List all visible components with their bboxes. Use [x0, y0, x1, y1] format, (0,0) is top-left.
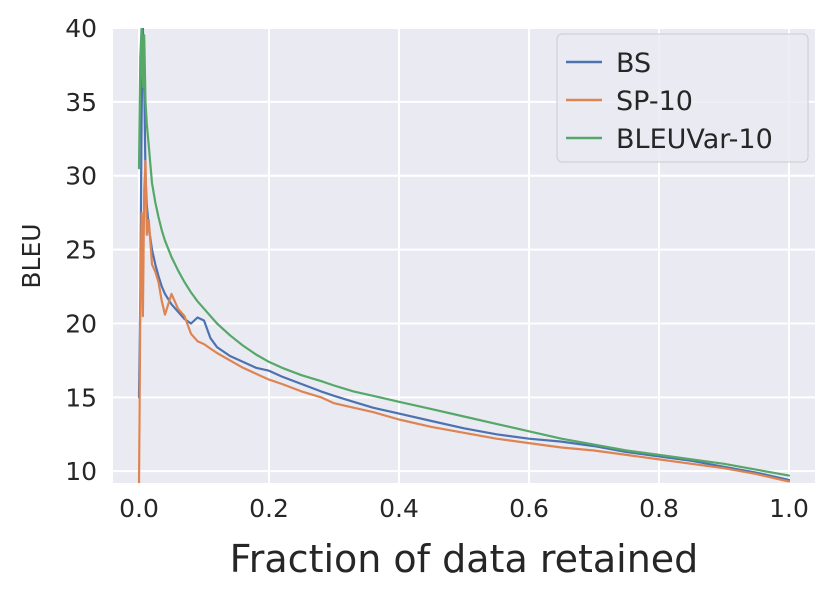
x-tick-label: 0.8: [639, 494, 679, 523]
legend-label-sp-10: SP-10: [616, 86, 693, 117]
legend: BS SP-10 BLEUVar-10: [556, 33, 809, 163]
y-tick-label: 30: [65, 162, 97, 191]
legend-label-bleuvar-10: BLEUVar-10: [616, 124, 773, 155]
x-tick-label: 0.2: [249, 494, 289, 523]
series-line-bleuvar-10: [137, 28, 791, 477]
y-tick-label: 20: [65, 309, 97, 338]
series-layer: [137, 28, 791, 483]
legend-box: [556, 33, 809, 163]
x-tick-label: 0.4: [379, 494, 419, 523]
x-tick-label: 1.0: [769, 494, 809, 523]
y-tick-label: 10: [65, 457, 97, 486]
y-tick-label: 35: [65, 88, 97, 117]
x-tick-labels: 0.0 0.2 0.4 0.6 0.8 1.0: [119, 494, 809, 523]
y-tick-labels: 10 15 20 25 30 35 40: [65, 14, 97, 486]
grid-lines: [113, 27, 815, 483]
y-tick-label: 25: [65, 236, 97, 265]
y-tick-label: 40: [65, 14, 97, 43]
legend-label-bs: BS: [616, 48, 651, 79]
x-tick-label: 0.6: [509, 494, 549, 523]
y-tick-label: 15: [65, 383, 97, 412]
series-line-sp-10: [137, 159, 791, 483]
x-tick-label: 0.0: [119, 494, 159, 523]
y-axis-label: BLEU: [17, 223, 46, 288]
x-axis-label: Fraction of data retained: [230, 537, 699, 581]
